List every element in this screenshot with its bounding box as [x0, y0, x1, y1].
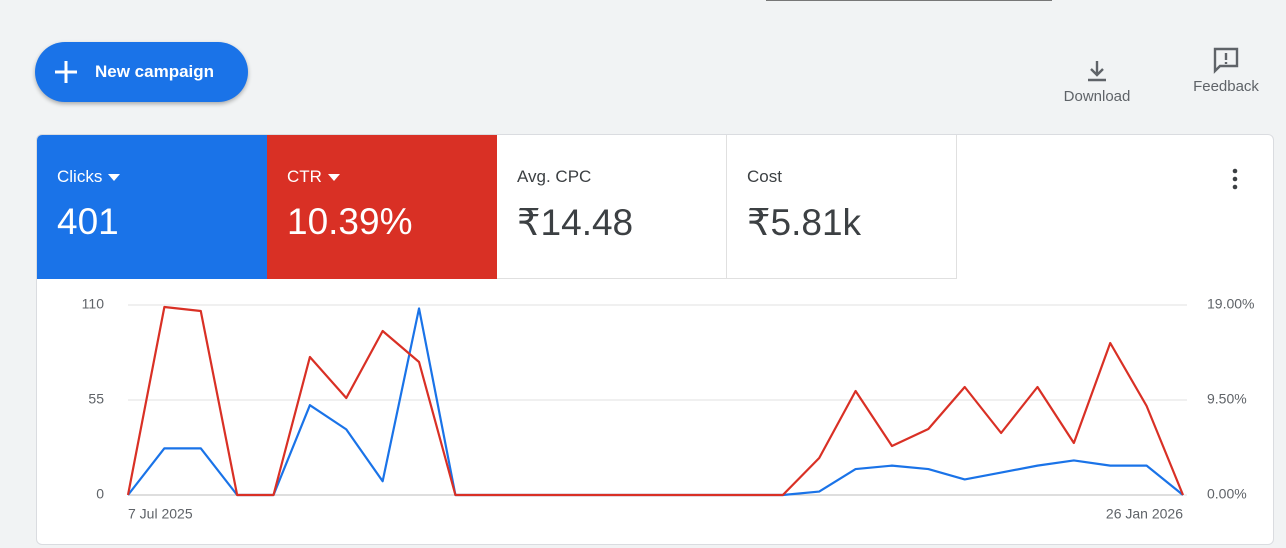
metric-label: CTR — [287, 167, 322, 186]
metric-tile[interactable]: Avg. CPC ₹14.48 — [497, 135, 727, 279]
metric-value: 10.39% — [287, 201, 413, 242]
x-tick-label: 7 Jul 2025 — [128, 506, 193, 522]
performance-card: Clicks 401 CTR 10.39% Avg. CPC ₹14.48 Co… — [36, 134, 1274, 545]
series-line — [126, 305, 1185, 497]
y2-tick-label: 19.00% — [1207, 296, 1254, 312]
new-campaign-button[interactable]: New campaign — [35, 42, 248, 102]
y2-tick-label: 0.00% — [1207, 486, 1247, 502]
dropdown-icon — [327, 174, 340, 181]
feedback-label: Feedback — [1193, 78, 1259, 95]
metric-label: Avg. CPC — [517, 167, 592, 186]
metric-value: ₹5.81k — [747, 202, 862, 243]
plus-icon — [55, 61, 77, 83]
metric-tile[interactable]: Clicks 401 — [37, 135, 267, 279]
y-tick-label: 0 — [96, 486, 104, 502]
more-menu[interactable] — [1225, 167, 1245, 193]
download-label: Download — [1063, 88, 1131, 105]
download-button[interactable]: Download — [1056, 58, 1138, 105]
y-tick-label: 55 — [88, 391, 104, 407]
dropdown-icon — [108, 174, 121, 181]
x-tick-label: 26 Jan 2026 — [1106, 506, 1183, 522]
metric-value: ₹14.48 — [517, 202, 634, 243]
feedback-button[interactable]: Feedback — [1186, 46, 1266, 95]
button-label: New campaign — [95, 62, 215, 81]
chart: 0 55 110 0.00% 9.50% 19.00% 7 Jul 2025 26 Jan 2… — [82, 296, 1255, 522]
metric-label: Cost — [747, 167, 782, 186]
metric-value: 401 — [57, 201, 119, 242]
top-bar — [766, 0, 1052, 1]
metric-label: Clicks — [57, 167, 103, 186]
y-tick-label: 110 — [82, 296, 105, 312]
feedback-icon — [1213, 47, 1239, 74]
download-icon — [1088, 61, 1106, 82]
metric-tile[interactable]: Cost ₹5.81k — [727, 135, 957, 279]
y2-tick-label: 9.50% — [1207, 391, 1247, 407]
metric-tile[interactable]: CTR 10.39% — [267, 135, 497, 279]
